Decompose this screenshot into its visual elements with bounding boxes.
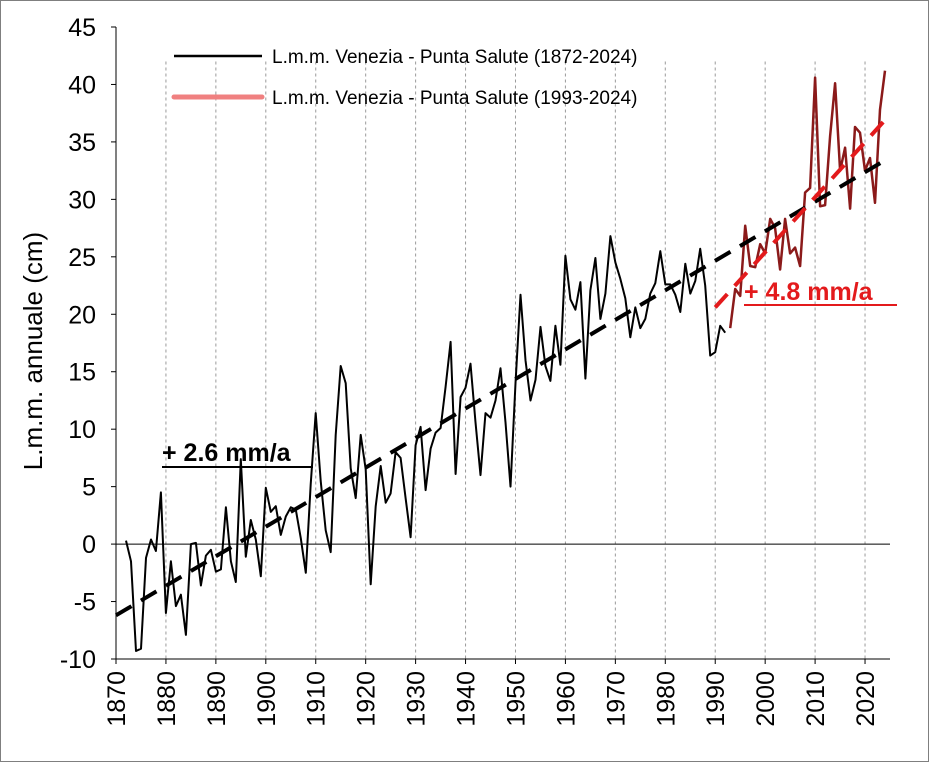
y-tick-label: 5 — [82, 474, 96, 502]
series-lines — [125, 70, 887, 652]
trend-line-2 — [713, 118, 887, 309]
y-tick-label: 10 — [68, 416, 96, 444]
y-tick-label: 0 — [82, 531, 96, 559]
y-tick-label: 30 — [68, 186, 96, 214]
x-tick-label: 1990 — [702, 671, 730, 727]
y-axis-label: L.m.m. annuale (cm) — [18, 232, 48, 470]
y-tick-label: 45 — [68, 14, 96, 42]
x-tick-label: 1980 — [652, 671, 680, 727]
x-tick-label: 1900 — [253, 671, 281, 727]
legend-label-1: L.m.m. Venezia - Punta Salute (1872-2024… — [272, 47, 637, 68]
y-tick-label: 25 — [68, 244, 96, 272]
y-tick-label: 40 — [68, 71, 96, 99]
x-tick-label: 1880 — [153, 671, 181, 727]
y-tick-label: 35 — [68, 129, 96, 157]
trend-annotation-red: + 4.8 mm/a — [744, 278, 874, 306]
x-tick-labels: 1870 1880 1890 1900 1910 1920 1930 1940 1950 1960… — [103, 659, 880, 727]
x-tick-label: 1930 — [403, 671, 431, 727]
y-tick-label: 20 — [68, 301, 96, 329]
axes — [115, 27, 890, 660]
y-tick-label: -10 — [60, 646, 96, 674]
legend: L.m.m. Venezia - Punta Salute (1872-2024… — [171, 47, 637, 109]
grid-lines — [165, 61, 866, 659]
y-tick-labels: -10 -5 0 5 10 15 20 25 30 35 40 45 — [60, 14, 116, 674]
trend-annotation-black: + 2.6 mm/a — [162, 439, 292, 467]
x-tick-label: 2020 — [852, 671, 880, 727]
x-tick-label: 1890 — [203, 671, 231, 727]
trend-line-1 — [114, 158, 887, 618]
series-line-1 — [125, 235, 727, 652]
x-tick-label: 2000 — [752, 671, 780, 727]
trend-annotations: + 2.6 mm/a + 4.8 mm/a — [162, 278, 897, 468]
y-tick-label: -5 — [74, 589, 96, 617]
x-tick-label: 1960 — [552, 671, 580, 727]
x-tick-label: 1950 — [502, 671, 530, 727]
x-tick-label: 2010 — [802, 671, 830, 727]
legend-label-2: L.m.m. Venezia - Punta Salute (1993-2024… — [272, 88, 637, 109]
x-tick-label: 1920 — [353, 671, 381, 727]
x-tick-label: 1970 — [602, 671, 630, 727]
y-tick-label: 15 — [68, 359, 96, 387]
x-tick-label: 1870 — [103, 671, 131, 727]
x-tick-label: 1910 — [303, 671, 331, 727]
x-tick-label: 1940 — [453, 671, 481, 727]
trend-lines — [114, 118, 887, 618]
